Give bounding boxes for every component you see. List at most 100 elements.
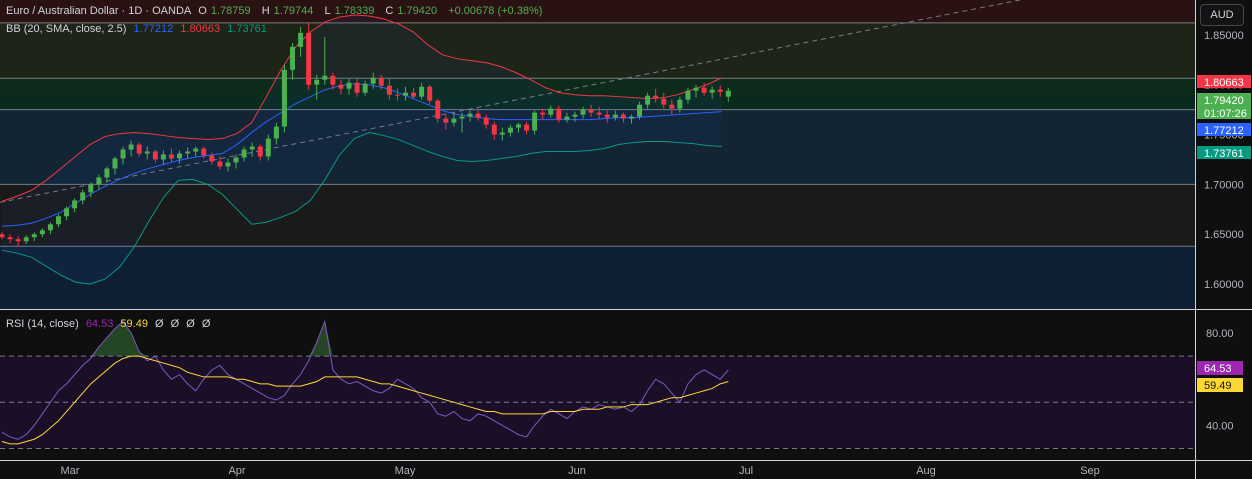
price-label-bg: [1197, 146, 1251, 159]
price-tick-label: 1.70000: [1204, 179, 1244, 191]
candle-body: [185, 151, 191, 154]
bb-fill: [2, 14, 722, 285]
candle-body: [346, 82, 352, 89]
candle-body: [177, 153, 183, 159]
candle-body: [298, 32, 304, 47]
candle-body: [588, 109, 594, 113]
candle-body: [144, 151, 150, 154]
candle-body: [233, 157, 239, 163]
candle-body: [725, 90, 731, 97]
candle-body: [475, 113, 481, 118]
candle-body: [15, 239, 21, 242]
time-tick-label: Apr: [228, 465, 245, 477]
candle-body: [653, 95, 659, 99]
candle-body: [136, 144, 142, 154]
bb-legend[interactable]: BB (20, SMA, close, 2.5) 1.77212 1.80663…: [6, 23, 271, 35]
price-label-countdown: 01:07:26: [1204, 108, 1247, 120]
candle-body: [419, 86, 425, 97]
candle-body: [193, 148, 199, 152]
rsi-overbought-fill: [90, 321, 333, 357]
rsi-value: 64.53: [85, 318, 114, 330]
rsi-extra-1: Ø: [170, 318, 180, 330]
candle-body: [548, 108, 554, 115]
candle-body: [580, 109, 586, 115]
candle-body: [645, 95, 651, 105]
candle-body: [483, 117, 489, 125]
time-tick-label: Sep: [1080, 465, 1100, 477]
price-label-bg: [1197, 123, 1251, 136]
bb-label: BB (20, SMA, close, 2.5): [6, 23, 127, 35]
time-tick-label: May: [395, 465, 416, 477]
rsi-extra-2: Ø: [186, 318, 195, 330]
candle-body: [96, 177, 102, 185]
price-band: [0, 0, 1195, 23]
candle-body: [411, 92, 417, 97]
price-tick-label: 1.65000: [1204, 229, 1244, 241]
candle-body: [628, 116, 634, 119]
candle-body: [64, 208, 70, 217]
candle-body: [241, 149, 247, 158]
candle-body: [354, 82, 360, 93]
candle-body: [88, 184, 94, 193]
candle-body: [564, 116, 570, 120]
open-label: O: [198, 5, 207, 17]
candle-body: [338, 84, 344, 89]
candle-body: [225, 162, 231, 167]
candle-body: [435, 100, 441, 119]
price-label: 1.73761: [1204, 148, 1244, 160]
time-tick-label: Jul: [739, 465, 753, 477]
trendline: [0, 0, 1023, 203]
candle-body: [612, 114, 618, 118]
candle-body: [80, 192, 86, 201]
bb-basis-value: 1.77212: [133, 23, 174, 35]
rsi-label: RSI (14, close): [6, 318, 79, 330]
candle-body: [47, 224, 53, 231]
currency-button[interactable]: AUD: [1200, 4, 1244, 26]
price-label: 1.80663: [1204, 77, 1244, 89]
candle-body: [330, 75, 336, 85]
candle-body: [717, 89, 723, 92]
candle-body: [370, 77, 376, 84]
candle-body: [362, 83, 368, 93]
price-band: [0, 246, 1195, 309]
rsi-ma-line: [1, 355, 729, 445]
price-band: [0, 22, 1195, 79]
candle-body: [604, 114, 610, 118]
candle-body: [467, 113, 473, 117]
price-tick-label: 1.85000: [1204, 30, 1244, 42]
rsi-legend[interactable]: RSI (14, close) 64.53 59.49 Ø Ø Ø Ø: [6, 318, 214, 330]
rsi-tick-label: 80.00: [1206, 328, 1234, 340]
candle-body: [257, 146, 263, 157]
candle-body: [637, 104, 643, 117]
candle-body: [620, 114, 626, 119]
price-tick-label: 1.60000: [1204, 279, 1244, 291]
candle-body: [322, 75, 328, 80]
rsi-label-bg: [1197, 361, 1243, 375]
candle-body: [459, 116, 465, 119]
candle-body: [201, 148, 207, 156]
time-tick-label: Mar: [61, 465, 80, 477]
candle-body: [378, 77, 384, 86]
time-tick-label: Aug: [916, 465, 936, 477]
candle-body: [572, 114, 578, 117]
rsi-extra-3: Ø: [201, 318, 211, 330]
candle-body: [556, 108, 562, 120]
candle-body: [0, 234, 5, 238]
rsi-ma-value: 59.49: [120, 318, 148, 330]
candle-body: [265, 138, 271, 157]
rsi-tick-label: 40.00: [1206, 420, 1234, 432]
candle-body: [524, 124, 530, 131]
open-value: 1.78759: [210, 5, 251, 17]
candle-body: [427, 86, 433, 101]
rsi-label: 64.53: [1204, 363, 1232, 375]
candle-body: [443, 118, 449, 123]
high-value: 1.79744: [273, 5, 314, 17]
price-band: [0, 184, 1195, 247]
symbol-title: Euro / Australian Dollar · 1D · OANDA: [6, 5, 192, 17]
candle-body: [394, 94, 400, 96]
candle-body: [55, 216, 61, 225]
change-value: +0.00678 (+0.38%): [448, 5, 543, 17]
candle-body: [677, 99, 683, 109]
